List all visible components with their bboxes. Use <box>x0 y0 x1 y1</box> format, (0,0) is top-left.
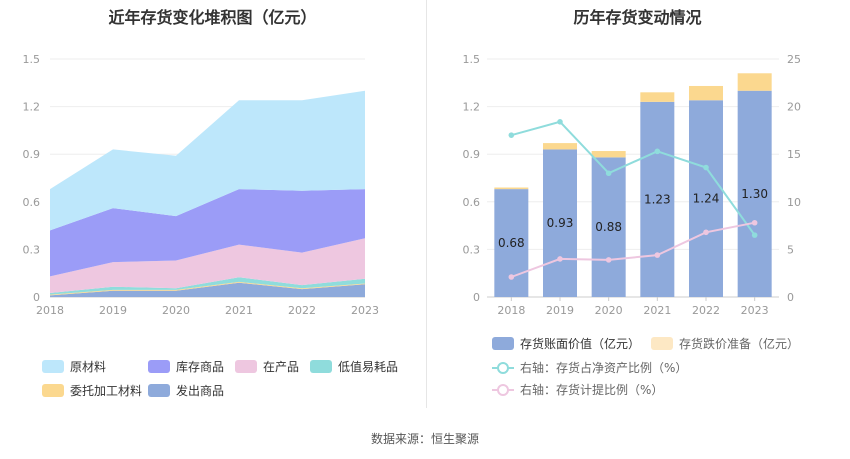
line-point <box>751 232 758 238</box>
bar-存货账面价值（亿元） <box>591 157 626 297</box>
area-发出商品 <box>50 282 365 297</box>
y-tick-label: 1.2 <box>23 101 41 114</box>
bar-label-bg <box>739 185 770 202</box>
y2-tick-label: 0 <box>787 291 794 304</box>
line-point <box>605 170 612 177</box>
y-tick-label: 0.6 <box>23 196 41 209</box>
line-右轴：存货计提比例（%） <box>510 221 755 278</box>
bar-存货账面价值（亿元） <box>640 101 675 297</box>
y-tick-label: 0.3 <box>23 243 41 256</box>
legend-label: 委托加工材料 <box>70 384 142 398</box>
area-低值易耗品 <box>50 277 365 295</box>
legend-swatch <box>492 337 514 350</box>
bar-value-label: 0.68 <box>498 236 525 250</box>
data-source: 数据来源：恒生聚源 <box>370 432 479 446</box>
line-point <box>508 274 515 280</box>
bar-value-label: 0.93 <box>547 216 574 230</box>
x-tick-label: 2019 <box>546 304 574 317</box>
legend-swatch <box>148 360 170 373</box>
legend-label: 右轴：存货占净资产比例（%） <box>520 360 687 375</box>
bar-label-bg <box>545 215 575 232</box>
legend-swatch <box>310 360 332 373</box>
bar-label-bg <box>642 191 673 208</box>
y-tick-label: 0 <box>473 291 480 304</box>
y2-tick-label: 25 <box>787 53 801 66</box>
x-tick-label: 2021 <box>225 304 253 317</box>
legend-label: 低值易耗品 <box>338 359 398 374</box>
y2-tick-label: 15 <box>787 148 801 161</box>
bar-存货跌价准备（亿元） <box>640 92 675 102</box>
y-tick-label: 0 <box>33 291 40 304</box>
bar-value-label: 1.30 <box>741 187 768 201</box>
legend-swatch <box>42 384 64 397</box>
bar-存货账面价值（亿元） <box>494 189 529 297</box>
line-右轴：存货占净资产比例（%） <box>511 120 756 236</box>
panel-divider <box>426 0 427 408</box>
y-tick-label: 0.3 <box>463 243 481 256</box>
bar-value-label: 1.24 <box>693 192 720 206</box>
line-point <box>605 257 612 263</box>
y-tick-label: 1.2 <box>463 101 481 114</box>
legend-label: 在产品 <box>263 360 299 374</box>
legend-label: 发出商品 <box>176 383 224 398</box>
area-委托加工材料 <box>50 281 365 296</box>
bar-value-label: 0.88 <box>595 220 622 234</box>
line-point <box>654 148 661 155</box>
y2-tick-label: 5 <box>787 243 794 256</box>
x-tick-label: 2021 <box>643 304 671 317</box>
x-tick-label: 2020 <box>162 304 190 317</box>
x-tick-label: 2019 <box>99 304 127 317</box>
bar-存货跌价准备（亿元） <box>591 151 626 158</box>
y-tick-label: 0.9 <box>23 148 41 161</box>
bar-存货账面价值（亿元） <box>737 90 772 297</box>
legend-label: 原材料 <box>70 360 106 374</box>
bar-label-bg <box>691 190 721 207</box>
y-tick-label: 1.5 <box>23 53 41 66</box>
line-point <box>508 132 515 138</box>
line-point <box>654 252 661 258</box>
x-tick-label: 2018 <box>36 304 64 317</box>
line-point <box>751 219 758 226</box>
line-point <box>703 164 709 171</box>
legend-label: 库存商品 <box>176 359 224 374</box>
x-tick-label: 2020 <box>595 304 623 317</box>
y2-tick-label: 10 <box>787 196 801 209</box>
legend-swatch <box>148 384 170 397</box>
y-tick-label: 0.6 <box>463 196 481 209</box>
bar-存货跌价准备（亿元） <box>689 85 723 101</box>
y-tick-label: 0.9 <box>463 148 481 161</box>
inventory-stacked-area-chart: 0 0.3 0.6 0.9 1.2 1.5 2018 2019 2020 2021 2022 2023… <box>23 53 399 398</box>
bar-label-bg <box>496 235 527 252</box>
legend-label: 右轴：存货计提比例（%） <box>520 382 663 397</box>
legend-marker <box>497 384 509 396</box>
legend-swatch <box>235 360 257 373</box>
x-tick-label: 2018 <box>497 304 525 317</box>
x-tick-label: 2023 <box>741 304 769 317</box>
legend-marker <box>497 362 509 374</box>
line-point <box>557 256 563 262</box>
area-库存商品 <box>50 189 365 277</box>
bar-存货账面价值（亿元） <box>689 100 723 298</box>
x-tick-label: 2023 <box>351 304 379 317</box>
area-原材料 <box>50 90 365 231</box>
bar-value-label: 1.23 <box>644 192 671 206</box>
bar-存货跌价准备（亿元） <box>494 187 529 190</box>
line-point <box>703 229 709 236</box>
change-chart-title: 历年存货变动情况 <box>573 8 702 27</box>
legend-swatch <box>651 337 673 350</box>
area-在产品 <box>50 238 365 293</box>
bar-存货跌价准备（亿元） <box>737 73 772 91</box>
bar-label-bg <box>593 219 624 236</box>
legend-label: 存货账面价值（亿元） <box>520 336 640 351</box>
line-point <box>557 119 563 125</box>
x-tick-label: 2022 <box>692 304 720 317</box>
x-tick-label: 2022 <box>288 304 316 317</box>
y-tick-label: 1.5 <box>463 53 481 66</box>
bar-存货跌价准备（亿元） <box>543 143 577 150</box>
legend-label: 存货跌价准备（亿元） <box>679 336 799 351</box>
stack-chart-title: 近年存货变化堆积图（亿元） <box>108 8 317 27</box>
legend-swatch <box>42 360 64 373</box>
bar-存货账面价值（亿元） <box>543 149 577 297</box>
y2-tick-label: 20 <box>787 101 801 114</box>
